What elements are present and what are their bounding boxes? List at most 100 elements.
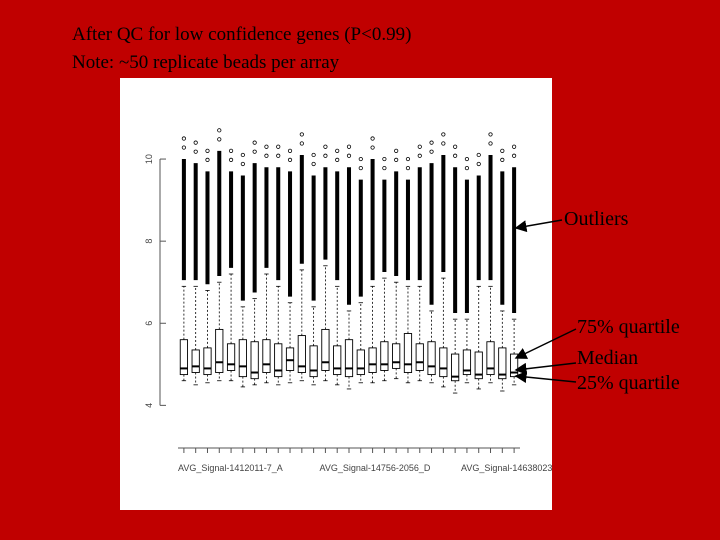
outlier-point (476, 152, 481, 158)
x-tick-label: AVG_Signal-1412011-7_A (178, 463, 283, 473)
outlier-point (382, 165, 387, 171)
outliers-arrow (514, 219, 563, 233)
outlier-point (181, 136, 186, 141)
slide-title: After QC for low confidence genes (P<0.9… (72, 24, 412, 45)
box-iqr (179, 339, 189, 376)
outlier-point (453, 144, 458, 149)
outlier-point (382, 156, 387, 162)
outlier-point (417, 153, 422, 158)
outlier-point (358, 165, 363, 171)
box-iqr (344, 339, 354, 378)
box-iqr (427, 341, 436, 376)
outlier-point (394, 157, 399, 162)
outlier-point (500, 157, 505, 162)
box-iqr (250, 341, 259, 380)
boxplot-panel: 4 6 8 10 AVG_Signal-1412011-7_A AVG_Signal-14… (120, 78, 552, 510)
outlier-point (299, 132, 304, 137)
q75-arrow (514, 328, 577, 359)
box-iqr (262, 339, 271, 373)
outlier-point (299, 141, 304, 146)
box-iqr (321, 328, 330, 371)
outlier-point (323, 144, 328, 149)
q25-arrow (514, 371, 577, 384)
box-iqr (356, 349, 365, 376)
box-iqr (203, 347, 212, 376)
outlier-point (311, 161, 316, 167)
boxplot-chart: 4 6 8 10 AVG_Signal-1412011-7_A AVG_Signal-14… (144, 128, 552, 473)
box-iqr (191, 349, 200, 373)
box-iqr (274, 343, 283, 378)
outlier-point (240, 152, 245, 158)
slide-note: Note: ~50 replicate beads per array (72, 52, 340, 73)
x-tick-label: AVG_Signal-14756-2056_D (320, 463, 431, 473)
outlier-point (476, 161, 481, 167)
outlier-point (193, 140, 198, 145)
box-iqr (439, 347, 448, 378)
outlier-point (205, 148, 210, 153)
outliers-label: Outliers (564, 208, 629, 230)
box-iqr (309, 345, 318, 378)
outlier-point (217, 128, 222, 133)
outlier-point (394, 148, 399, 153)
box-iqr (226, 343, 236, 371)
outlier-point (370, 145, 375, 150)
box-iqr (403, 333, 413, 373)
median-arrow (514, 362, 577, 375)
box-iqr (297, 335, 306, 373)
box-iqr (486, 341, 495, 376)
outlier-point (311, 152, 316, 158)
outlier-point (252, 140, 257, 145)
outlier-point (335, 148, 340, 153)
outlier-point (323, 153, 328, 158)
outlier-point (346, 144, 352, 149)
outlier-point (405, 156, 411, 162)
q75-label: 75% quartile (577, 316, 680, 338)
outlier-point (429, 149, 434, 154)
outlier-point (335, 157, 340, 162)
box-iqr (380, 341, 389, 371)
outlier-point (512, 153, 517, 158)
outlier-point (193, 149, 198, 154)
outlier-point (358, 156, 363, 162)
outlier-point (287, 148, 293, 153)
outlier-point (488, 141, 493, 146)
box-iqr (215, 328, 224, 373)
outlier-point (252, 149, 257, 154)
outlier-point (287, 157, 293, 162)
outlier-point (441, 132, 446, 137)
outlier-point (405, 165, 411, 171)
outlier-point (512, 144, 517, 149)
box-iqr (474, 351, 483, 380)
outlier-point (453, 153, 458, 158)
outlier-point (346, 153, 352, 158)
y-tick-label: 8 (144, 239, 154, 244)
box-iqr (462, 349, 472, 376)
box-iqr (285, 347, 295, 371)
outlier-point (429, 140, 434, 145)
outlier-point (205, 157, 210, 162)
outlier-point (264, 153, 269, 158)
outlier-point (441, 141, 446, 146)
y-tick-label: 10 (144, 154, 154, 164)
outlier-point (181, 145, 186, 150)
x-tick-label: AVG_Signal-1463802362_A (461, 463, 552, 473)
y-tick-label: 4 (144, 403, 154, 408)
box-iqr (238, 339, 247, 378)
q25-label: 25% quartile (577, 372, 680, 394)
box-iqr (333, 345, 342, 376)
outlier-point (264, 144, 269, 149)
outlier-point (228, 148, 234, 153)
outlier-point (276, 153, 281, 158)
outlier-point (464, 156, 470, 162)
outlier-point (228, 157, 234, 162)
outlier-point (276, 144, 281, 149)
outlier-point (500, 148, 505, 153)
outlier-point (370, 136, 375, 141)
outlier-point (488, 132, 493, 137)
box-iqr (368, 347, 377, 373)
box-iqr (498, 347, 507, 380)
outlier-point (217, 137, 222, 142)
box-iqr (451, 353, 460, 382)
median-label: Median (577, 347, 639, 369)
